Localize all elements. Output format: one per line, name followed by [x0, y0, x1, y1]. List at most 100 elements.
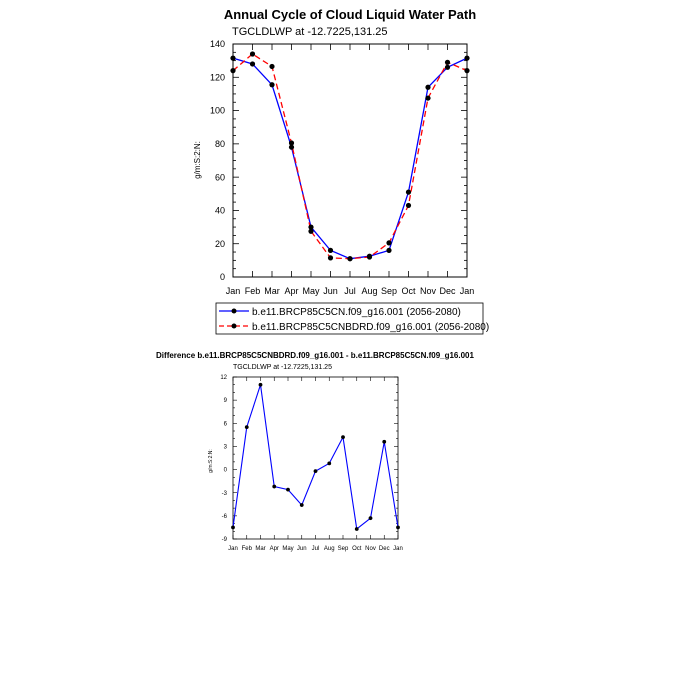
chart2-x-ticks: Jan Feb Mar Apr May Jun Jul Aug Sep Oct Nov Dec Jan	[228, 377, 403, 552]
chart2-series-1-point	[286, 487, 290, 492]
chart1-series-1-point	[425, 84, 431, 90]
chart1-x-tick-label: Nov	[420, 286, 437, 296]
chart1-series-2-line	[232, 53, 468, 260]
chart2-x-tick-label: Apr	[270, 546, 279, 552]
chart1-y-tick-label: 140	[210, 39, 225, 49]
legend-label-series-1: b.e11.BRCP85C5CN.f09_g16.001 (2056-2080)	[252, 307, 461, 318]
chart1-series-1-point	[308, 224, 314, 230]
chart1-series-1-point	[230, 55, 236, 61]
chart1-series-1-point	[464, 55, 470, 61]
chart1-series-2-point	[444, 59, 451, 65]
chart2-y-tick-label: -3	[222, 491, 228, 497]
chart2-y-tick-label: -6	[222, 514, 228, 520]
chart1-x-tick-label: Dec	[439, 286, 456, 296]
chart2-x-tick-label: Mar	[255, 546, 265, 552]
chart2-x-tick-label: Sep	[338, 546, 349, 552]
chart2-y-ticks: -9 -6 -3 0 3 6 9 12	[220, 375, 398, 543]
chart1-y-tick-label: 0	[220, 272, 225, 282]
chart2-y-tick-label: 6	[224, 421, 228, 427]
chart1-series-1-point	[386, 247, 392, 253]
chart1-x-tick-label: Apr	[284, 286, 298, 296]
chart1-series-2-point	[386, 240, 392, 246]
chart2-series-1-point	[231, 525, 235, 530]
legend-label-series-2: b.e11.BRCP85C5CNBDRD.f09_g16.001 (2056-2…	[252, 322, 489, 333]
chart2-y-tick-label: 0	[224, 468, 228, 474]
chart1-series	[230, 51, 470, 262]
chart2-series-1-point	[299, 503, 304, 507]
chart1-series-2-point	[425, 95, 431, 101]
chart1-y-tick-label: 20	[215, 239, 225, 249]
chart1-x-ticks: Jan Feb Mar Apr May Jun Jul Aug Sep Oct Nov Dec Jan	[226, 44, 475, 296]
chart2-title: Difference b.e11.BRCP85C5CNBDRD.f09_g16.…	[156, 351, 474, 360]
chart1-series-1-point	[444, 64, 451, 70]
chart1-series-2-point	[249, 51, 256, 57]
chart1-x-tick-label: Jul	[344, 286, 356, 296]
chart1-x-tick-label: Feb	[245, 286, 261, 296]
chart1-legend: b.e11.BRCP85C5CN.f09_g16.001 (2056-2080)…	[215, 302, 489, 335]
chart1-x-tick-label: Jun	[323, 286, 338, 296]
chart2-series-1-point	[396, 525, 400, 530]
chart1-x-tick-label: Mar	[264, 286, 280, 296]
chart1-plot-frame	[232, 43, 468, 278]
chart2-axes	[232, 376, 399, 540]
legend-marker-series-1	[231, 308, 237, 314]
chart1-x-tick-label: Oct	[401, 286, 416, 296]
chart1-series-2-point	[308, 228, 314, 234]
chart2-series	[231, 382, 400, 531]
chart1-series-1-point	[249, 61, 256, 67]
chart2-x-tick-label: Jan	[228, 546, 238, 552]
chart2-x-tick-label: Jan	[393, 546, 403, 552]
chart2-y-tick-label: -9	[222, 537, 228, 543]
chart1-series-2-point	[269, 63, 275, 70]
chart1-x-tick-label: Aug	[361, 286, 377, 296]
chart1-series-2-point	[347, 256, 353, 262]
chart1-subtitle: TGCLDLWP at -12.7225,131.25	[232, 26, 388, 38]
chart2-series-1-line	[232, 384, 399, 530]
chart1-y-tick-label: 100	[210, 106, 225, 116]
chart1-series-2-point	[327, 255, 334, 261]
chart2-series-1-point	[341, 435, 345, 440]
chart1-axes	[232, 43, 468, 278]
legend-entry-series-1: b.e11.BRCP85C5CN.f09_g16.001 (2056-2080)	[219, 307, 461, 318]
chart1-x-tick-label: Sep	[381, 286, 397, 296]
chart1-series-1-point	[405, 189, 412, 195]
chart2-y-tick-label: 12	[220, 375, 227, 381]
chart1-series-1-point	[269, 82, 275, 88]
chart2-x-tick-label: Aug	[324, 546, 335, 552]
chart2-x-tick-label: Dec	[379, 546, 390, 552]
chart2-x-tick-label: May	[282, 546, 293, 552]
chart1-series-2-point	[405, 202, 412, 209]
chart2-x-tick-label: Jul	[312, 546, 320, 552]
chart1-x-tick-label: May	[302, 286, 320, 296]
chart2-series-1-point	[382, 439, 387, 444]
chart2-x-tick-label: Oct	[352, 546, 362, 552]
chart1-y-axis-label: g/m:S:2:N:	[193, 141, 202, 179]
chart2-y-axis-label: g/m:S:2:N:	[208, 449, 214, 473]
chart1-x-tick-label: Jan	[226, 286, 241, 296]
chart1-series-2-point	[230, 68, 236, 74]
chart2-series-1-point	[258, 382, 263, 387]
chart1-series-1-line	[232, 57, 468, 260]
chart2-series-1-point	[272, 484, 277, 489]
chart2-y-tick-label: 3	[224, 445, 228, 451]
legend-marker-series-2	[231, 323, 237, 329]
chart1-series-2-point	[464, 68, 470, 74]
chart1-series-1-point	[288, 144, 295, 150]
chart1-y-tick-label: 40	[215, 206, 225, 216]
chart2-x-tick-label: Feb	[242, 546, 253, 552]
chart1-series-1-point	[327, 247, 334, 253]
chart1-title: Annual Cycle of Cloud Liquid Water Path	[224, 7, 476, 22]
chart1-y-ticks: 0 20 40 60 80 100 120 140	[210, 39, 467, 282]
chart1-x-tick-label: Jan	[460, 286, 475, 296]
chart2-plot-frame	[232, 376, 399, 540]
legend-entry-series-2: b.e11.BRCP85C5CNBDRD.f09_g16.001 (2056-2…	[219, 322, 489, 333]
chart2-series-1-point	[327, 461, 332, 466]
legend-box	[215, 302, 484, 335]
chart1-y-tick-label: 120	[210, 72, 225, 82]
chart1-y-tick-label: 60	[215, 172, 225, 182]
chart2-y-tick-label: 9	[224, 398, 228, 404]
difference-chart: Difference b.e11.BRCP85C5CNBDRD.f09_g16.…	[156, 351, 474, 552]
chart1-series-2-point	[288, 140, 295, 146]
chart2-series-1-point	[368, 516, 373, 521]
